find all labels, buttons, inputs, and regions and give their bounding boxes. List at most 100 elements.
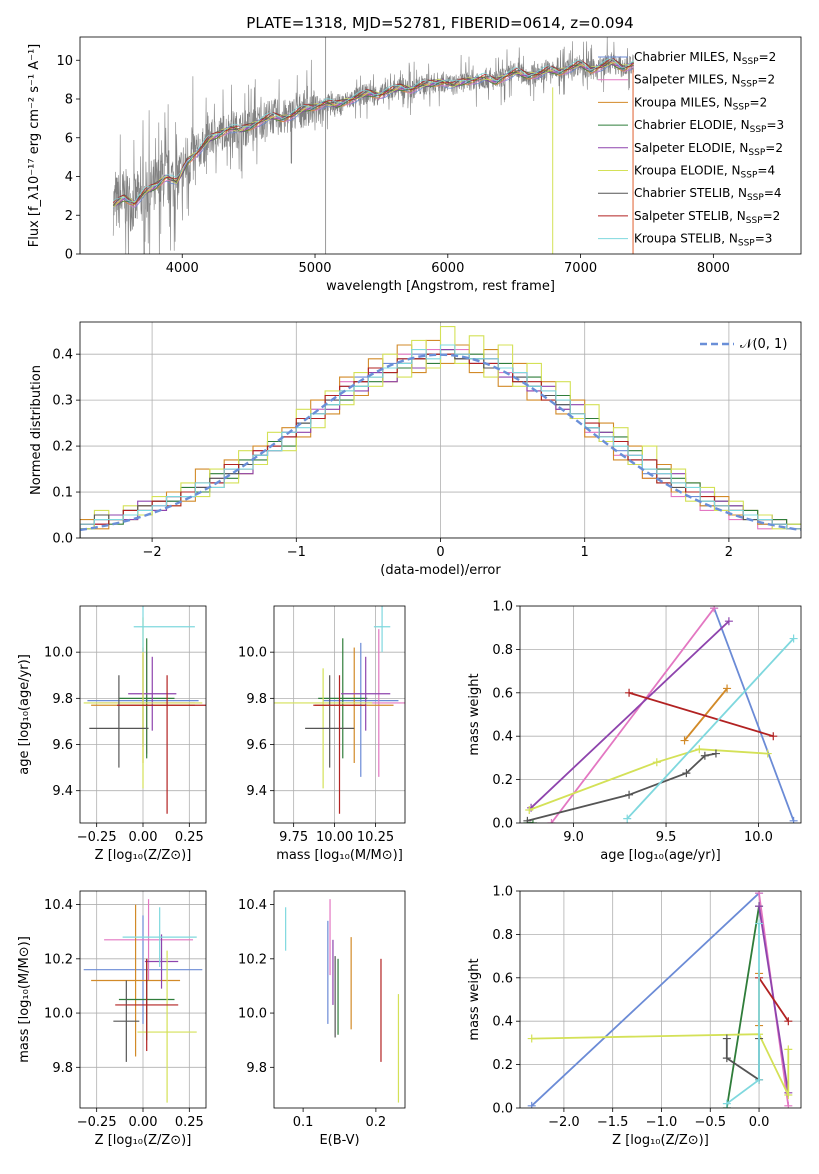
legend-label: Kroupa ELODIE, NSSP=4	[634, 164, 775, 181]
age-vs-metallicity-panel: −0.25 0.00 0.25 9.4 9.6 9.8 10.0 Z [log₁₀(Z/Z⊙)…	[17, 605, 207, 863]
x-tick-label: 1	[581, 545, 589, 560]
y-tick-label: 0	[65, 248, 73, 263]
mass-weight-marker	[755, 919, 764, 928]
plot-area	[80, 891, 206, 1108]
y-tick-label: 9.4	[246, 784, 267, 799]
model-fit-line	[113, 62, 634, 206]
mass-weight-line	[713, 607, 795, 822]
x-tick-label: −2	[143, 545, 162, 560]
legend-label: Salpeter STELIB, NSSP=2	[634, 209, 780, 226]
x-tick-label: −1.5	[597, 1115, 629, 1130]
y-tick-label: 0.2	[492, 1058, 513, 1073]
mass-vs-metallicity-panel: −0.25 0.00 0.25 9.8 10.0 10.2 10.4 Z [log₁₀(Z/Z…	[17, 890, 207, 1148]
mass-weight-line	[683, 687, 728, 742]
plot-area	[112, 37, 634, 254]
age-vs-mass-panel: 9.75 10.00 10.25 9.4 9.6 9.8 10.0 mass [log₁₀(M…	[238, 605, 406, 863]
x-tick-label: 7000	[564, 261, 597, 276]
x-tick-label: 0.2	[366, 1115, 387, 1130]
axes-frame	[79, 890, 207, 1109]
x-tick-label: 0.25	[175, 830, 204, 845]
y-tick-label: 2	[65, 209, 73, 224]
mass-weight-line	[628, 691, 774, 738]
x-tick-label: 10.25	[357, 830, 394, 845]
y-tick-label: 10.0	[44, 646, 73, 661]
x-tick-label: 0.0	[749, 1115, 770, 1130]
mass-weight-marker	[789, 634, 798, 643]
x-tick-label: 2	[725, 545, 733, 560]
x-axis-label: Z [log₁₀(Z/Z⊙)]	[95, 1133, 192, 1148]
mass-weight-marker	[722, 1054, 731, 1063]
x-tick-label: 0.25	[175, 1115, 204, 1130]
mass-weight-marker	[724, 617, 733, 626]
x-axis-label: mass [log₁₀(M/M⊙)]	[276, 848, 403, 863]
mass-weight-line	[550, 607, 715, 823]
mass-weight-marker	[523, 816, 532, 823]
x-tick-label: −0.5	[694, 1115, 726, 1130]
mass-weight-line	[531, 892, 760, 1107]
y-tick-label: 1.0	[492, 885, 513, 900]
x-tick-label: −1.0	[646, 1115, 678, 1130]
mass-weight-marker	[525, 805, 534, 814]
x-tick-label: −0.25	[77, 1115, 117, 1130]
model-fit-line	[112, 58, 634, 205]
axes-frame	[79, 605, 207, 824]
y-tick-label: 9.6	[246, 738, 267, 753]
mass-weight-marker	[722, 1099, 731, 1108]
y-axis-label: Flux [f_λ10⁻¹⁷ erg cm⁻² s⁻¹ A⁻¹]	[27, 44, 42, 248]
legend-label: Salpeter ELODIE, NSSP=2	[634, 141, 783, 158]
x-tick-label: 0.00	[129, 830, 158, 845]
y-tick-label: 10.4	[238, 898, 267, 913]
x-tick-label: 9.0	[563, 830, 584, 845]
x-tick-label: 0.00	[129, 1115, 158, 1130]
mass-weight-marker	[722, 1034, 731, 1043]
x-tick-label: −0.25	[77, 830, 117, 845]
mass-weight-marker	[625, 688, 634, 697]
y-tick-label: 6	[65, 131, 73, 146]
y-tick-label: 10.0	[44, 1007, 73, 1022]
mass-weight-marker	[755, 1075, 764, 1084]
mass-weight-marker	[755, 891, 764, 898]
mass-weight-marker	[789, 816, 798, 823]
x-axis-label: (data-model)/error	[380, 563, 501, 578]
mass-weight-line	[530, 620, 730, 809]
y-tick-label: 10.0	[238, 1007, 267, 1022]
mass-weight-marker	[784, 1101, 793, 1108]
mass-weight-line	[528, 748, 768, 811]
x-axis-label: Z [log₁₀(Z/Z⊙)]	[95, 848, 192, 863]
y-tick-label: 0.4	[492, 730, 513, 745]
y-axis-label: mass weight	[467, 958, 482, 1040]
y-tick-label: 0.0	[492, 817, 513, 832]
mass-weight-marker	[769, 732, 778, 741]
spectrum-panel: 4000 5000 6000 7000 8000 0 2 4 6 8 10 wavelength [A…	[27, 36, 802, 294]
plot-area	[274, 606, 405, 823]
observed-spectrum	[112, 37, 634, 254]
mass-weight-marker	[547, 819, 556, 823]
legend-label: Chabrier MILES, NSSP=2	[634, 50, 776, 67]
mass-weight-line	[527, 752, 717, 822]
mass-weight-marker	[723, 684, 732, 693]
y-axis-label: age [log₁₀(age/yr)]	[17, 654, 32, 775]
y-tick-label: 8	[65, 93, 73, 108]
x-axis-label: age [log₁₀(age/yr)]	[600, 848, 721, 863]
y-tick-label: 9.8	[246, 692, 267, 707]
figure-title: PLATE=1318, MJD=52781, FIBERID=0614, z=0…	[246, 14, 633, 32]
y-tick-label: 10.2	[238, 952, 267, 967]
mass-weight-marker	[528, 819, 537, 823]
x-axis-label: E(B-V)	[319, 1133, 359, 1148]
plot-area	[80, 606, 206, 823]
y-tick-label: 0.3	[52, 394, 73, 409]
model-fit-line	[112, 58, 634, 203]
y-tick-label: 0.8	[492, 928, 513, 943]
plot-area	[80, 322, 801, 538]
y-tick-label: 10.4	[44, 898, 73, 913]
mass-weight-marker	[784, 1045, 793, 1054]
x-tick-label: −2.0	[548, 1115, 580, 1130]
y-tick-label: 9.8	[246, 1061, 267, 1076]
x-axis-label: wavelength [Angstrom, rest frame]	[326, 279, 555, 294]
plot-area	[285, 899, 400, 1103]
mass-vs-extinction-panel: 0.1 0.2 9.8 10.0 10.2 10.4 E(B-V)	[238, 890, 406, 1148]
x-axis-label: Z [log₁₀(Z/Z⊙)]	[612, 1133, 709, 1148]
mass-weight-marker	[682, 769, 691, 778]
y-axis-label: Normed distribution	[29, 365, 44, 495]
x-tick-label: 9.75	[279, 830, 308, 845]
